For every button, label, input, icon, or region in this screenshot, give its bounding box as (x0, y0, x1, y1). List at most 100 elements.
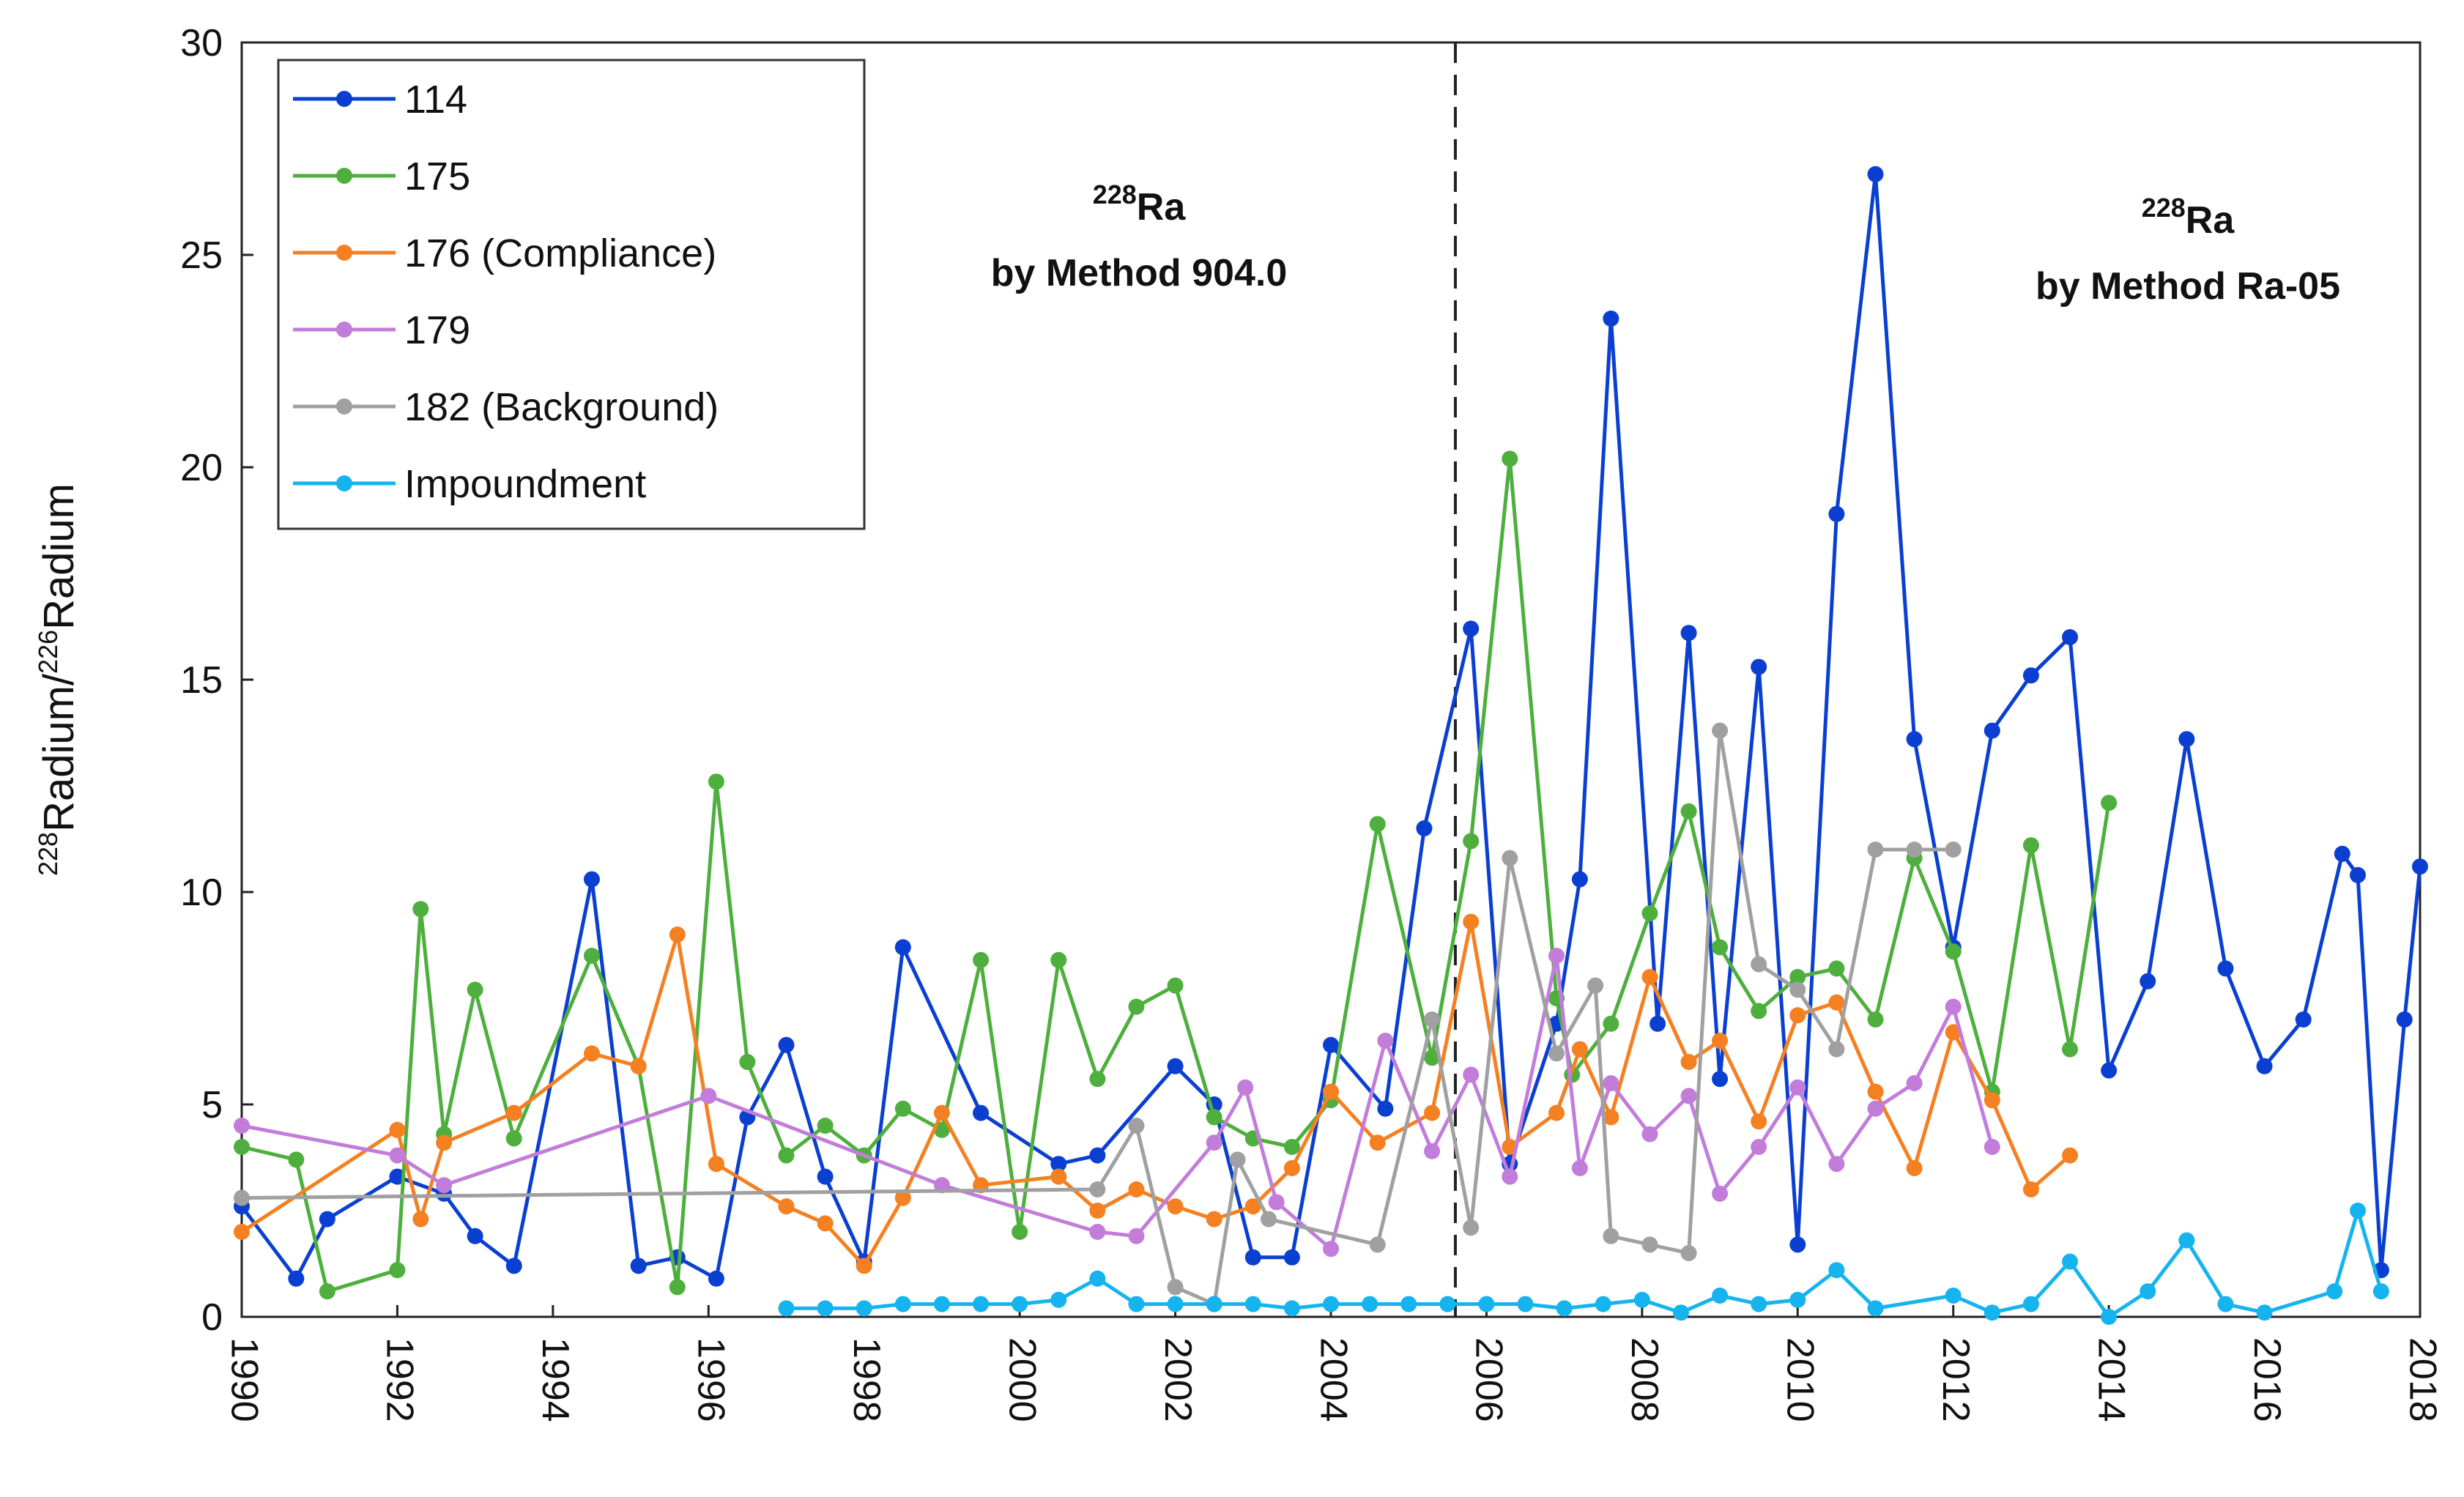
point-1-3 (389, 1262, 406, 1279)
point-3-10 (1323, 1241, 1339, 1258)
legend-label-5: Impoundment (404, 462, 646, 506)
point-4-1 (1089, 1181, 1106, 1197)
point-3-20 (1712, 1185, 1729, 1202)
point-5-5 (973, 1296, 990, 1312)
point-2-23 (1369, 1134, 1386, 1151)
point-3-9 (1268, 1194, 1285, 1211)
point-1-26 (1283, 1139, 1300, 1155)
point-4-22 (1945, 842, 1962, 858)
point-1-0 (234, 1139, 250, 1155)
point-4-8 (1424, 1011, 1441, 1028)
point-1-36 (1680, 803, 1697, 820)
point-2-7 (669, 926, 686, 943)
legend-marker-1 (336, 168, 352, 184)
annotation-left-line1: 228Ra (1093, 179, 1187, 229)
legend-marker-2 (336, 245, 352, 261)
point-4-9 (1463, 1219, 1480, 1236)
point-5-39 (2350, 1203, 2367, 1219)
point-0-1 (288, 1270, 305, 1287)
point-5-19 (1517, 1296, 1534, 1312)
point-1-21 (1089, 1071, 1106, 1088)
point-0-43 (2101, 1062, 2118, 1079)
point-0-30 (1603, 311, 1619, 327)
point-5-3 (894, 1296, 911, 1312)
point-0-29 (1571, 871, 1588, 888)
point-4-10 (1502, 850, 1518, 866)
point-2-25 (1463, 913, 1480, 930)
series-4 (234, 722, 1962, 1312)
series-1 (234, 450, 2118, 1300)
point-1-7 (505, 1130, 522, 1147)
point-0-16 (973, 1104, 990, 1121)
point-1-39 (1789, 969, 1806, 985)
point-2-21 (1283, 1160, 1300, 1176)
point-4-2 (1128, 1118, 1145, 1134)
point-5-12 (1244, 1296, 1261, 1312)
point-0-33 (1712, 1071, 1729, 1088)
y-tick-labels: 0 5 10 15 20 25 30 (180, 22, 223, 1339)
x-tick-label-8: 2006 (1468, 1337, 1510, 1422)
point-0-50 (2350, 866, 2367, 883)
point-5-2 (856, 1300, 872, 1317)
point-5-4 (933, 1296, 950, 1312)
point-4-13 (1603, 1227, 1619, 1244)
point-2-24 (1424, 1104, 1441, 1121)
point-2-27 (1548, 1104, 1565, 1121)
point-1-47 (2101, 795, 2118, 811)
point-0-19 (1167, 1058, 1184, 1074)
point-5-11 (1206, 1296, 1222, 1312)
point-1-2 (319, 1283, 335, 1300)
annotation-left-sup: 228 (1093, 179, 1137, 209)
point-0-13 (817, 1168, 834, 1185)
annotation-left-word: Ra (1137, 186, 1187, 229)
y-label-word2: Radium (35, 483, 83, 630)
point-5-28 (1867, 1300, 1884, 1317)
point-1-37 (1712, 939, 1729, 956)
point-1-23 (1167, 977, 1184, 994)
legend: 114 175 176 (Compliance) 179 182 (Background… (277, 59, 866, 530)
point-0-31 (1650, 1015, 1666, 1032)
y-axis-label: 228Radium/226Radium (33, 483, 83, 876)
point-1-38 (1751, 1003, 1767, 1019)
y-tick-label-3: 15 (180, 659, 223, 702)
point-4-21 (1906, 842, 1923, 858)
point-4-11 (1548, 1045, 1565, 1062)
point-3-22 (1789, 1079, 1806, 1096)
point-1-10 (669, 1279, 686, 1296)
point-0-37 (1867, 166, 1884, 182)
x-tick-label-7: 2004 (1312, 1337, 1354, 1422)
point-1-4 (412, 901, 429, 918)
point-3-11 (1377, 1033, 1394, 1049)
point-5-18 (1478, 1296, 1495, 1312)
x-tick-label-1: 1992 (379, 1337, 421, 1422)
point-3-24 (1867, 1100, 1884, 1117)
x-tick-label-14: 2018 (2401, 1337, 2443, 1422)
point-0-41 (2022, 667, 2039, 684)
point-5-38 (2326, 1283, 2343, 1300)
point-3-13 (1463, 1066, 1480, 1083)
series-line-3 (241, 954, 1994, 1251)
point-5-0 (778, 1300, 795, 1317)
point-1-35 (1641, 905, 1658, 921)
annotation-left-line2: by Method 904.0 (991, 252, 1288, 294)
point-2-9 (778, 1198, 795, 1215)
point-0-23 (1323, 1036, 1339, 1053)
annotation-right-word: Ra (2186, 199, 2235, 242)
point-2-4 (505, 1104, 522, 1121)
point-2-17 (1128, 1181, 1145, 1197)
point-5-40 (2372, 1283, 2389, 1300)
x-tick-label-13: 2016 (2246, 1337, 2288, 1422)
point-2-34 (1789, 1007, 1806, 1024)
point-5-35 (2178, 1232, 2195, 1249)
point-5-8 (1089, 1270, 1106, 1287)
point-1-12 (739, 1054, 756, 1070)
legend-marker-0 (336, 91, 352, 107)
y-label-word1: Radium/ (35, 673, 83, 832)
legend-items: 114 175 176 (Compliance) 179 182 (Background… (293, 78, 719, 506)
point-4-3 (1167, 1279, 1184, 1296)
point-2-40 (2022, 1181, 2039, 1197)
point-2-5 (583, 1045, 600, 1062)
point-4-6 (1261, 1211, 1277, 1227)
point-0-18 (1089, 1147, 1106, 1164)
